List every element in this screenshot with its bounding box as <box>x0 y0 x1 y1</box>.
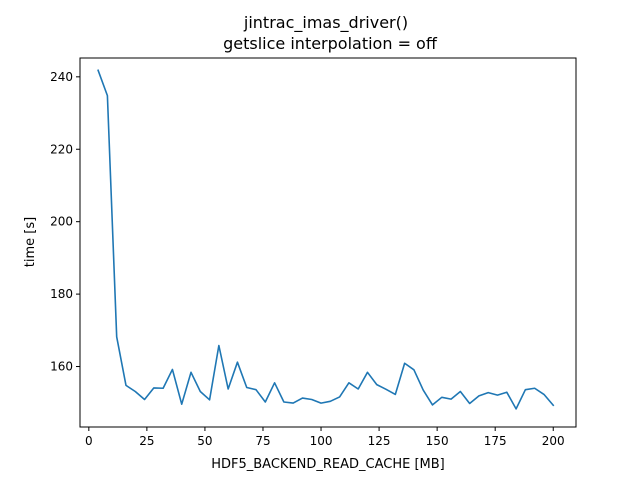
x-tick-label: 0 <box>85 434 93 448</box>
chart-subtitle: getslice interpolation = off <box>223 34 438 53</box>
series-line <box>97 69 555 410</box>
x-tick-label: 100 <box>310 434 333 448</box>
axes-frame <box>79 57 577 428</box>
x-tick-label: 200 <box>542 434 565 448</box>
plot-area: 0 25 50 75 100 125 150 175 200 160 180 200 220 240 <box>50 69 565 448</box>
y-tick-label: 240 <box>50 70 73 84</box>
x-tick-label: 25 <box>139 434 154 448</box>
y-tick-label: 160 <box>50 360 73 374</box>
x-tick-label: 175 <box>484 434 507 448</box>
y-tick-label: 180 <box>50 287 73 301</box>
chart-title: jintrac_imas_driver() <box>243 13 408 33</box>
y-axis-label: time [s] <box>23 217 38 267</box>
x-axis-label: HDF5_BACKEND_READ_CACHE [MB] <box>211 457 445 472</box>
y-tick-label: 220 <box>50 142 73 156</box>
x-tick-label: 125 <box>368 434 391 448</box>
x-tick-label: 150 <box>426 434 449 448</box>
x-tick-label: 50 <box>197 434 212 448</box>
y-tick-label: 200 <box>50 215 73 229</box>
x-tick-label: 75 <box>255 434 270 448</box>
